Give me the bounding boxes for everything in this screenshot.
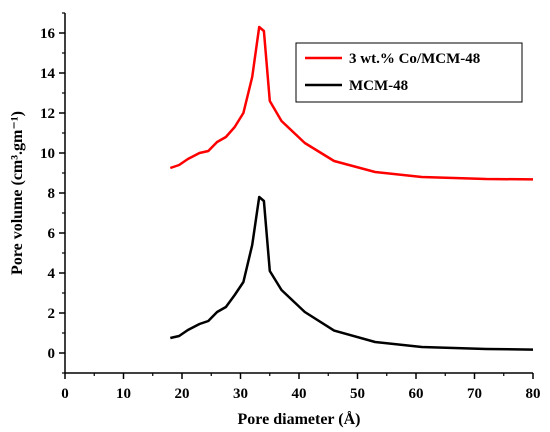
x-tick-label: 0	[61, 386, 69, 402]
y-tick-label: 10	[40, 146, 55, 162]
legend-box	[295, 42, 523, 103]
x-tick-label: 20	[175, 386, 190, 402]
plot-lines	[169, 25, 534, 351]
x-tick-label: 30	[233, 386, 248, 402]
y-tick-label: 12	[40, 106, 55, 122]
x-axis-title: Pore diameter (Å)	[238, 410, 361, 428]
y-tick-label: 14	[40, 66, 56, 82]
x-tick-label: 60	[409, 386, 424, 402]
legend-label-mcm48: MCM-48	[349, 78, 408, 94]
x-tick-label: 70	[467, 386, 482, 402]
y-axis-title: Pore volume (cm³.gm⁻¹)	[9, 111, 26, 275]
series-line-1	[170, 195, 534, 351]
y-tick-label: 0	[48, 346, 56, 362]
legend-label-co-mcm48: 3 wt.% Co/MCM-48	[349, 51, 480, 67]
y-tick-label: 16	[40, 26, 56, 42]
y-tick-label: 2	[48, 306, 56, 322]
legend: 3 wt.% Co/MCM-48 MCM-48	[295, 42, 523, 103]
x-tick-label: 80	[526, 386, 541, 402]
y-ticks: 0 2 4 6 8 10 12 14 16	[40, 12, 65, 374]
x-tick-label: 10	[116, 386, 131, 402]
x-tick-label: 50	[350, 386, 365, 402]
y-tick-label: 6	[48, 226, 56, 242]
y-tick-label: 8	[48, 186, 56, 202]
x-tick-label: 40	[292, 386, 307, 402]
x-ticks: 0 10 20 30 40 50 60 70 80	[61, 373, 541, 402]
series-line-0	[169, 25, 534, 181]
y-tick-label: 4	[48, 266, 56, 282]
